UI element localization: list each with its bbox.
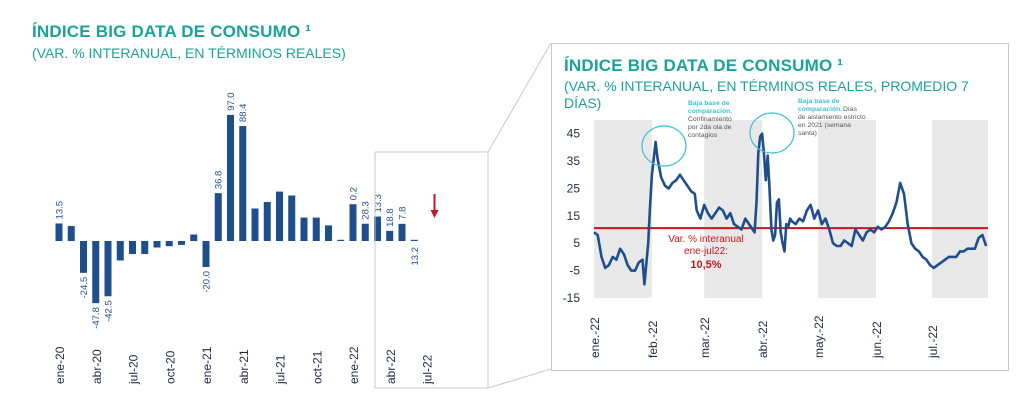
- annotation1-text-line1: Confinamiento: [688, 116, 732, 123]
- shaded-month-band-3: [931, 120, 988, 298]
- bar-ene-20: [55, 223, 63, 241]
- bar-ene-22: [349, 204, 357, 241]
- bar-jul-20: [129, 241, 136, 254]
- y-tick-label-25: 25: [567, 181, 581, 195]
- bar-may-21: [251, 208, 259, 241]
- bar-abr-21: [239, 126, 247, 241]
- bar-sep-20: [153, 241, 161, 248]
- y-tick-label-5: 5: [573, 236, 580, 250]
- bar-sep-21: [300, 217, 308, 241]
- left-chart-title: ÍNDICE BIG DATA DE CONSUMO ¹: [32, 22, 312, 41]
- average-label-line1: Var. % interanual: [668, 234, 743, 245]
- y-tick-label-35: 35: [567, 154, 581, 168]
- bar-abr-22: [386, 230, 394, 241]
- daily-line-chart: -15 -5 5 15 25 35 45 ene.-22 feb.-22 mar.-22 abr.-…: [563, 98, 988, 359]
- x-tick-label-jul-22: jul-22: [421, 354, 435, 385]
- bar-mar-20: [80, 241, 87, 273]
- x-tick-label-jul-20: jul-20: [127, 354, 141, 385]
- shaded-month-band-2: [818, 120, 876, 298]
- annotation2-text-line1: de aislamiento estricto: [798, 114, 866, 121]
- detail-panel: ÍNDICE BIG DATA DE CONSUMO ¹ (VAR. % INT…: [551, 43, 1009, 371]
- bar-value-label-mar-21: 97.0: [226, 92, 237, 111]
- x-tick-label-abr-20: abr-20: [90, 349, 104, 384]
- bar-value-label-ene-20: 13.5: [55, 201, 66, 220]
- bar-value-label-feb-22: 28.3: [361, 201, 372, 220]
- right-chart-title: ÍNDICE BIG DATA DE CONSUMO ¹: [564, 56, 844, 75]
- annotation2-heading-line1: Baja base de: [798, 98, 840, 105]
- x-tick-label-oct-20: oct-20: [163, 350, 177, 384]
- bar-oct-21: [312, 217, 320, 241]
- bar-nov-20: [178, 241, 185, 245]
- bar-jun-22: [410, 239, 418, 241]
- annotation1-heading-line1: Baja base de: [688, 100, 730, 107]
- x-tick-label-jun.-22: jun.-22: [870, 321, 884, 359]
- annotation1-text-line3: contagios: [688, 132, 718, 139]
- bar-value-label-abr-21: 88.4: [238, 104, 249, 123]
- right-chart-subtitle-line2: DÍAS): [564, 95, 602, 111]
- bar-ago-20: [141, 241, 149, 254]
- bar-oct-20: [165, 241, 173, 247]
- bar-mar-21: [227, 114, 234, 241]
- y-tick-label--15: -15: [563, 291, 581, 305]
- right-chart-subtitle-line1: (VAR. % INTERANUAL, EN TÉRMINOS REALES, …: [564, 78, 969, 94]
- x-tick-label-feb.-22: feb.-22: [646, 320, 660, 358]
- bar-value-label-may-22: 7.8: [398, 207, 409, 220]
- x-tick-label-abr.-22: abr.-22: [756, 320, 770, 358]
- x-tick-label-abr-21: abr-21: [237, 349, 251, 384]
- annotation1-heading-line2: comparación.: [688, 108, 732, 115]
- bar-value-label-mar-22: 13.3: [373, 194, 384, 213]
- bar-may-20: [104, 241, 112, 297]
- bar-abr-20: [92, 241, 100, 304]
- bar-dic-20: [190, 234, 198, 241]
- arrow-down-icon: [430, 210, 439, 218]
- annotation2-heading-line2: comparación.: [798, 106, 842, 113]
- bar-value-label-mar-20: -24.5: [79, 277, 90, 299]
- y-tick-label-45: 45: [567, 127, 581, 141]
- bar-may-22: [398, 223, 406, 241]
- annotation2-heading-suffix: Días: [843, 106, 858, 113]
- annotation2-text-line3: santa): [798, 130, 817, 137]
- bar-nov-21: [325, 225, 332, 241]
- bar-ene-21: [202, 241, 210, 267]
- consumption-index-line: [593, 132, 988, 286]
- average-label-line2: ene-jul22:: [684, 246, 728, 257]
- x-tick-label-ene.-22: ene.-22: [588, 317, 602, 358]
- bar-value-label-ene-22: 0.2: [349, 187, 360, 200]
- x-tick-label-ene-21: ene-21: [200, 346, 214, 384]
- shaded-month-band-1: [704, 120, 763, 298]
- bar-feb-20: [67, 226, 75, 241]
- x-tick-label-oct-21: oct-21: [310, 350, 324, 384]
- annotation-circle-apr: [749, 112, 795, 154]
- bar-jun-20: [116, 241, 124, 261]
- x-tick-label-ene-20: ene-20: [53, 346, 67, 384]
- left-chart-subtitle: (VAR. % INTERANUAL, EN TÉRMINOS REALES): [32, 45, 346, 61]
- bar-mar-22: [374, 216, 381, 241]
- average-value-label: 10,5%: [690, 259, 721, 271]
- bar-feb-22: [361, 223, 369, 241]
- x-tick-label-jul-21: jul-21: [274, 354, 288, 385]
- bar-value-label-jun-22: 13.2: [410, 247, 421, 266]
- bar-value-label-feb-21: 36.8: [214, 171, 225, 190]
- bar-value-label-abr-22: 18.8: [385, 208, 396, 227]
- bar-dic-21: [337, 239, 345, 241]
- annotation1-text-line2: por 2da ola de: [688, 124, 732, 131]
- x-tick-label-mar.-22: mar.-22: [698, 317, 712, 358]
- x-tick-label-abr-22: abr-22: [384, 349, 398, 384]
- bar-ago-21: [288, 195, 296, 241]
- y-tick-label--5: -5: [569, 264, 580, 278]
- annotation2-text-line2: en 2021 (semana: [798, 122, 851, 129]
- bar-value-label-abr-20: -47.8: [91, 307, 102, 329]
- bar-jun-21: [263, 202, 271, 241]
- annotation-circle-feb: [641, 125, 687, 167]
- bar-jul-21: [276, 191, 283, 241]
- bar-value-label-may-20: -42.5: [104, 300, 115, 322]
- bar-feb-21: [214, 193, 222, 241]
- x-tick-label-jul.-22: jul.-22: [926, 325, 940, 359]
- bar-value-label-ene-21: -20.0: [202, 271, 213, 293]
- y-tick-label-15: 15: [567, 209, 581, 223]
- x-tick-label-may.-22: may.-22: [812, 315, 826, 358]
- monthly-bar-chart: 13.5 -24.5-47.8 -42.5 -20.0 36.8 97.088.4 0.22…: [53, 92, 439, 385]
- x-tick-label-ene-22: ene-22: [347, 346, 361, 384]
